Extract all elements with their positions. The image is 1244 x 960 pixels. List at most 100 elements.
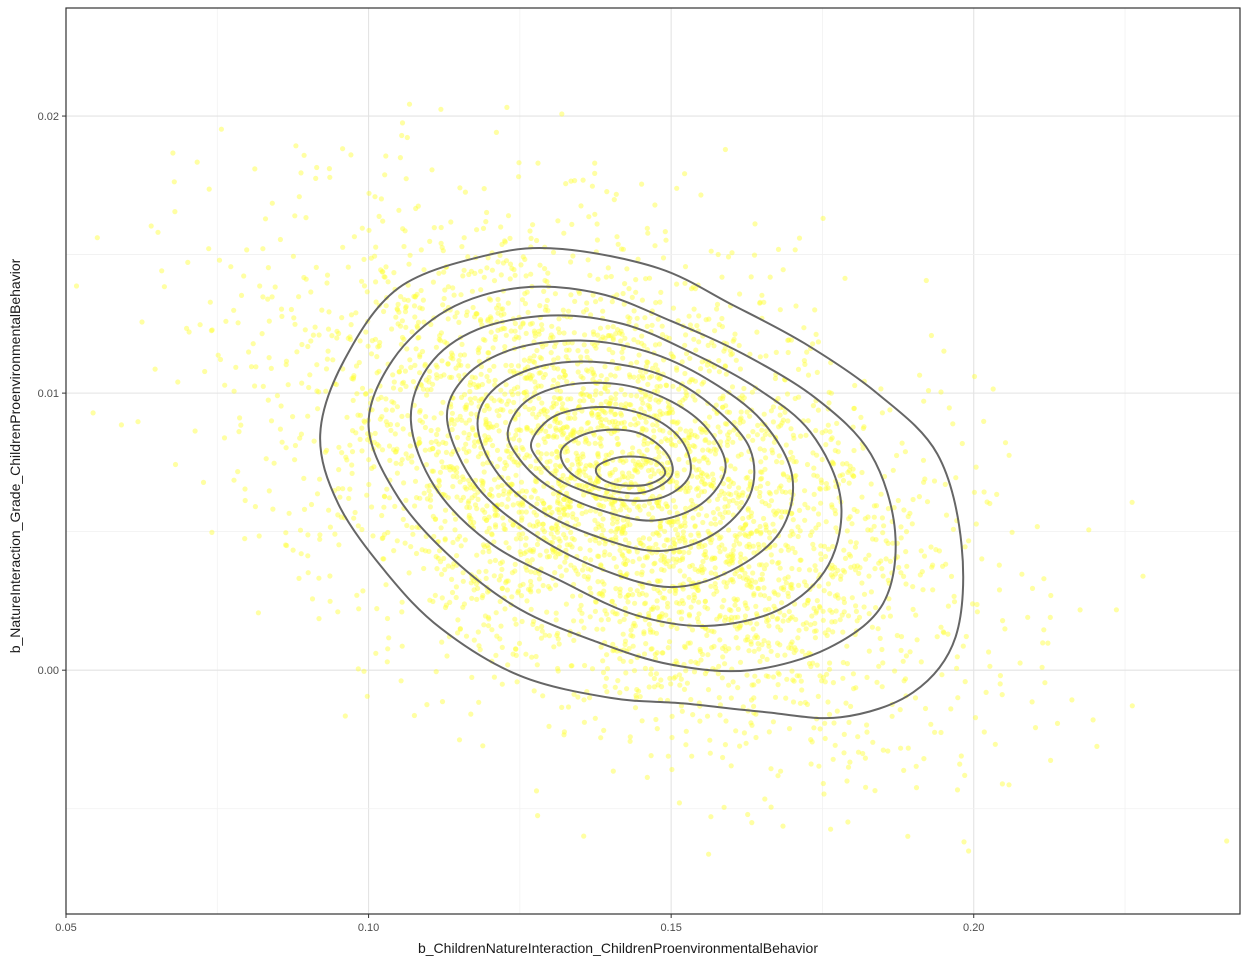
scatter-point <box>792 645 798 651</box>
scatter-point <box>621 419 627 425</box>
scatter-point <box>786 337 792 343</box>
scatter-point <box>814 598 820 604</box>
scatter-point <box>442 492 448 498</box>
scatter-point <box>623 401 629 407</box>
scatter-point <box>528 578 534 585</box>
scatter-point <box>507 276 513 282</box>
scatter-point <box>887 613 894 619</box>
scatter-point <box>587 537 593 543</box>
scatter-point <box>569 544 575 550</box>
scatter-point <box>828 436 834 443</box>
scatter-point <box>619 529 625 535</box>
scatter-point <box>716 358 722 364</box>
scatter-point <box>559 573 565 579</box>
scatter-point <box>622 561 629 567</box>
scatter-point <box>414 465 420 471</box>
scatter-point <box>386 443 393 449</box>
scatter-point <box>659 323 665 329</box>
scatter-point <box>828 826 834 832</box>
scatter-point <box>697 425 704 432</box>
scatter-point <box>565 501 571 507</box>
scatter-point <box>560 307 566 313</box>
scatter-point <box>1039 664 1045 670</box>
scatter-point <box>767 530 773 536</box>
scatter-point <box>421 565 427 572</box>
scatter-point <box>722 509 728 515</box>
scatter-point <box>530 547 537 553</box>
scatter-point <box>531 353 537 359</box>
scatter-point <box>616 477 622 483</box>
scatter-point <box>759 642 765 648</box>
scatter-point <box>238 292 245 298</box>
scatter-point <box>682 515 688 521</box>
scatter-point <box>775 592 781 598</box>
scatter-point <box>805 418 811 424</box>
scatter-point <box>486 425 492 431</box>
scatter-point <box>779 509 785 515</box>
scatter-point <box>557 564 563 570</box>
scatter-point <box>808 761 814 767</box>
scatter-point <box>591 372 598 378</box>
scatter-point <box>613 564 620 570</box>
scatter-point <box>464 309 470 315</box>
scatter-point <box>666 335 672 341</box>
scatter-point <box>587 585 593 591</box>
scatter-point <box>707 448 714 454</box>
scatter-point <box>296 294 302 300</box>
scatter-point <box>499 681 505 687</box>
scatter-point <box>528 589 534 595</box>
scatter-point <box>660 428 666 434</box>
scatter-point <box>514 679 520 685</box>
scatter-point <box>799 687 805 693</box>
density-contour-level-7 <box>529 405 692 502</box>
scatter-point <box>651 675 658 682</box>
scatter-point <box>250 341 256 347</box>
scatter-point <box>481 186 487 192</box>
scatter-point <box>501 311 507 317</box>
scatter-point <box>364 289 370 295</box>
scatter-point <box>934 634 940 640</box>
scatter-point <box>556 641 562 647</box>
scatter-point <box>517 549 523 555</box>
scatter-point <box>1025 614 1031 620</box>
scatter-point <box>449 576 455 583</box>
scatter-point <box>725 509 732 515</box>
scatter-point <box>351 374 357 381</box>
scatter-point <box>690 515 696 521</box>
scatter-point <box>436 336 442 342</box>
scatter-point <box>613 534 619 540</box>
scatter-point <box>462 189 468 195</box>
scatter-point <box>961 839 967 845</box>
scatter-point <box>785 349 791 356</box>
scatter-point <box>391 379 397 385</box>
scatter-point <box>541 506 548 512</box>
scatter-point <box>695 660 701 667</box>
scatter-point <box>845 764 852 770</box>
scatter-point <box>216 257 223 263</box>
scatter-point <box>361 668 367 674</box>
scatter-point <box>840 629 846 635</box>
scatter-point <box>589 410 595 416</box>
scatter-point <box>880 614 886 620</box>
scatter-point <box>640 563 646 569</box>
scatter-point <box>694 486 700 492</box>
scatter-point <box>593 526 599 532</box>
scatter-point <box>601 552 607 558</box>
scatter-point <box>553 582 559 588</box>
scatter-point <box>568 396 574 402</box>
scatter-point <box>663 237 669 243</box>
scatter-point <box>905 513 911 520</box>
scatter-point <box>776 485 783 491</box>
scatter-point <box>446 464 452 470</box>
scatter-point <box>426 374 432 380</box>
scatter-point <box>427 447 433 453</box>
scatter-point <box>534 501 540 507</box>
scatter-point <box>481 622 487 628</box>
scatter-point <box>724 442 731 448</box>
scatter-point <box>719 274 725 280</box>
scatter-point <box>435 427 441 433</box>
scatter-point <box>612 684 618 690</box>
scatter-point <box>498 272 504 278</box>
scatter-point <box>606 402 612 408</box>
scatter-point <box>531 359 538 365</box>
